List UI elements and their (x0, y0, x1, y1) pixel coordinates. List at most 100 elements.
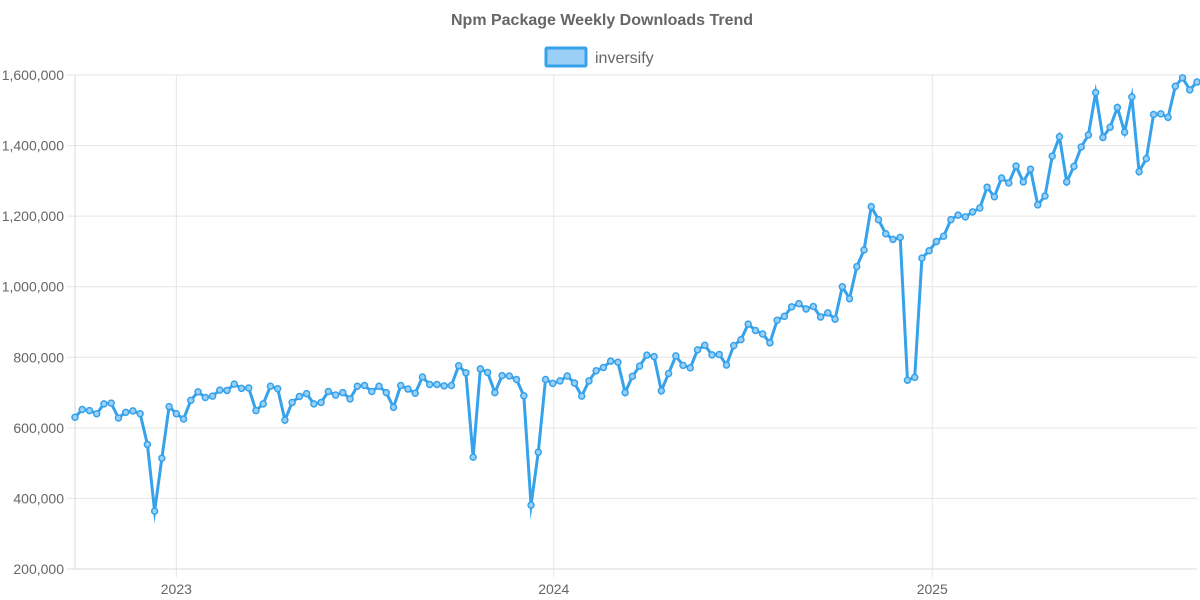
data-point[interactable] (614, 358, 622, 366)
data-point[interactable] (281, 416, 289, 424)
data-point[interactable] (766, 339, 774, 347)
data-point[interactable] (744, 320, 752, 328)
data-point[interactable] (382, 388, 391, 397)
data-point[interactable] (114, 414, 123, 422)
data-point[interactable] (208, 392, 217, 400)
data-point[interactable] (447, 381, 456, 390)
data-point[interactable] (1099, 133, 1107, 142)
data-point[interactable] (252, 406, 260, 415)
data-point[interactable] (1171, 82, 1180, 91)
data-point[interactable] (556, 377, 564, 385)
data-point[interactable] (194, 388, 202, 396)
data-point[interactable] (780, 312, 789, 321)
data-point[interactable] (650, 352, 658, 361)
data-point[interactable] (1142, 154, 1151, 163)
data-point[interactable] (324, 387, 333, 396)
data-point[interactable] (925, 246, 933, 255)
data-point[interactable] (1041, 192, 1049, 200)
data-point[interactable] (121, 408, 130, 417)
data-point[interactable] (1113, 103, 1122, 112)
data-point[interactable] (686, 364, 695, 372)
data-point[interactable] (657, 387, 666, 395)
data-point[interactable] (244, 384, 253, 392)
data-point[interactable] (881, 230, 890, 238)
data-point[interactable] (599, 363, 608, 372)
data-point[interactable] (1077, 143, 1085, 151)
data-point[interactable] (1149, 110, 1158, 119)
data-point[interactable] (795, 299, 803, 308)
data-point[interactable] (809, 302, 818, 311)
data-point[interactable] (389, 403, 398, 412)
data-point[interactable] (758, 330, 767, 338)
data-point[interactable] (1186, 86, 1194, 94)
data-point[interactable] (187, 396, 195, 405)
data-point[interactable] (339, 388, 347, 397)
data-point[interactable] (520, 391, 528, 400)
data-point[interactable] (918, 254, 926, 262)
data-point[interactable] (266, 382, 275, 390)
data-point[interactable] (469, 453, 477, 461)
data-point[interactable] (454, 362, 463, 370)
data-point[interactable] (961, 213, 970, 221)
data-point[interactable] (375, 382, 383, 390)
data-point[interactable] (512, 375, 521, 384)
data-point[interactable] (664, 369, 673, 378)
data-point[interactable] (729, 341, 738, 350)
data-point[interactable] (679, 361, 687, 370)
data-point[interactable] (433, 380, 441, 389)
data-point[interactable] (404, 385, 412, 393)
data-point[interactable] (288, 398, 296, 407)
data-point[interactable] (976, 204, 984, 212)
data-point[interactable] (628, 372, 637, 381)
data-point[interactable] (368, 387, 376, 396)
data-point[interactable] (1091, 88, 1100, 97)
data-point[interactable] (874, 215, 883, 224)
data-point[interactable] (150, 507, 159, 515)
data-point[interactable] (838, 282, 847, 291)
data-point[interactable] (896, 233, 904, 242)
data-point[interactable] (606, 357, 615, 365)
data-point[interactable] (302, 389, 311, 398)
data-point[interactable] (824, 309, 832, 317)
data-point[interactable] (1135, 167, 1143, 176)
data-point[interactable] (860, 246, 868, 254)
data-point[interactable] (889, 235, 897, 244)
data-point[interactable] (737, 335, 745, 344)
data-point[interactable] (216, 386, 224, 394)
data-point[interactable] (85, 406, 94, 415)
data-point[interactable] (1062, 178, 1071, 186)
data-point[interactable] (592, 366, 600, 375)
data-point[interactable] (968, 208, 977, 216)
data-point[interactable] (273, 384, 282, 393)
data-point[interactable] (230, 380, 239, 388)
data-point[interactable] (1019, 178, 1028, 186)
data-point[interactable] (1033, 201, 1042, 209)
data-point[interactable] (1048, 152, 1056, 160)
data-point[interactable] (947, 215, 955, 224)
data-point[interactable] (570, 379, 579, 387)
data-point[interactable] (787, 303, 796, 311)
data-point[interactable] (853, 262, 861, 271)
data-point[interactable] (136, 409, 144, 418)
data-point[interactable] (672, 352, 680, 360)
data-point[interactable] (1157, 110, 1165, 118)
data-point[interactable] (997, 174, 1006, 182)
data-point[interactable] (932, 237, 941, 246)
data-point[interactable] (346, 395, 354, 403)
data-point[interactable] (715, 350, 723, 359)
data-point[interactable] (418, 373, 427, 381)
data-point[interactable] (585, 377, 593, 385)
data-point[interactable] (816, 313, 825, 321)
data-point[interactable] (1070, 162, 1078, 171)
data-point[interactable] (541, 375, 550, 384)
data-point[interactable] (1106, 123, 1114, 131)
data-point[interactable] (295, 392, 304, 401)
data-point[interactable] (1026, 165, 1035, 173)
data-point[interactable] (201, 393, 210, 402)
data-point[interactable] (527, 501, 535, 509)
data-point[interactable] (693, 346, 702, 354)
data-point[interactable] (802, 305, 810, 313)
data-point[interactable] (1193, 78, 1200, 86)
data-point[interactable] (158, 454, 166, 462)
data-point[interactable] (1120, 128, 1129, 136)
